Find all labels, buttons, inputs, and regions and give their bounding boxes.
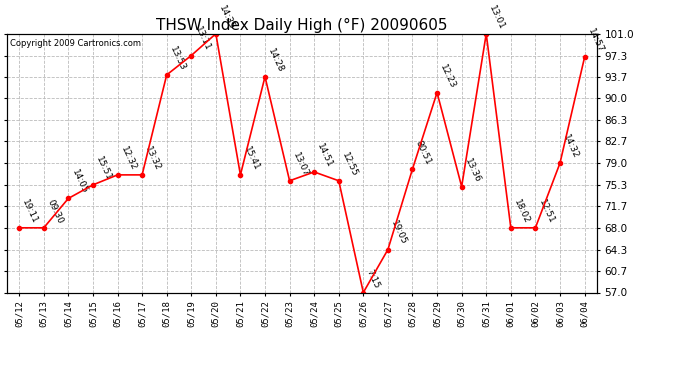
Text: 15:51: 15:51 — [95, 155, 113, 182]
Text: 13:36: 13:36 — [463, 157, 482, 184]
Text: 09:30: 09:30 — [45, 198, 64, 225]
Text: 14:35: 14:35 — [217, 4, 236, 31]
Text: 19:11: 19:11 — [21, 198, 39, 225]
Text: 80:51: 80:51 — [414, 139, 433, 166]
Text: 7:15: 7:15 — [365, 268, 382, 290]
Text: 13:01: 13:01 — [488, 4, 506, 31]
Text: 14:05: 14:05 — [70, 168, 89, 196]
Text: Copyright 2009 Cartronics.com: Copyright 2009 Cartronics.com — [10, 39, 141, 48]
Text: 13:53: 13:53 — [168, 45, 187, 72]
Text: 14:32: 14:32 — [562, 134, 580, 160]
Text: 13:07: 13:07 — [291, 151, 310, 178]
Text: 18:02: 18:02 — [512, 198, 531, 225]
Text: 12:32: 12:32 — [119, 145, 138, 172]
Text: 12:51: 12:51 — [537, 198, 556, 225]
Text: 19:05: 19:05 — [389, 219, 408, 247]
Title: THSW Index Daily High (°F) 20090605: THSW Index Daily High (°F) 20090605 — [156, 18, 448, 33]
Text: 14:51: 14:51 — [315, 142, 335, 169]
Text: 13:32: 13:32 — [144, 145, 163, 172]
Text: 14:28: 14:28 — [266, 47, 286, 74]
Text: 15:41: 15:41 — [241, 145, 261, 172]
Text: 12:23: 12:23 — [438, 63, 457, 90]
Text: 12:55: 12:55 — [340, 151, 359, 178]
Text: 14:57: 14:57 — [586, 27, 605, 54]
Text: 13:11: 13:11 — [193, 26, 212, 53]
